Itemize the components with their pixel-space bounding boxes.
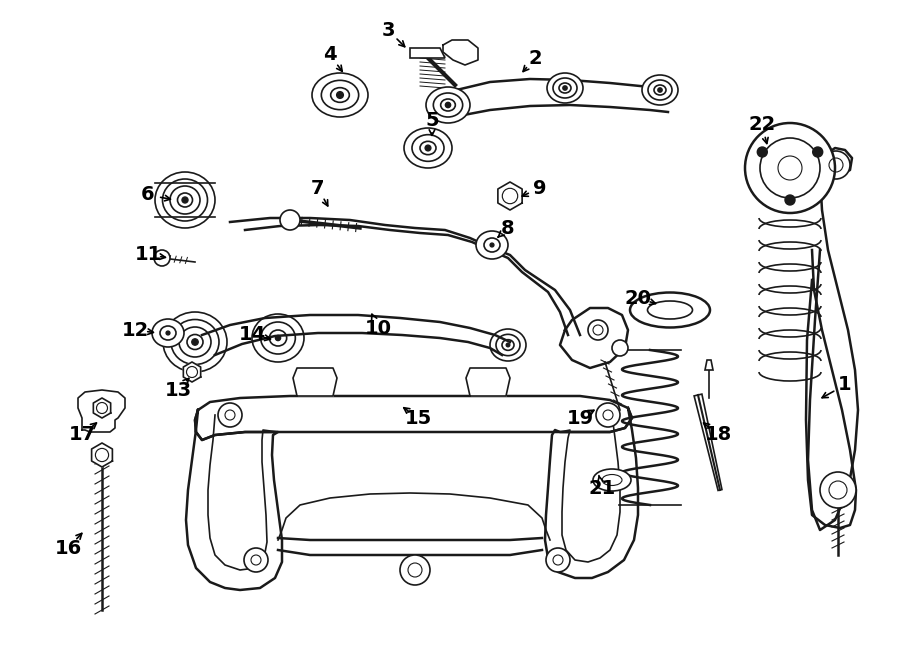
Text: 20: 20 bbox=[625, 288, 652, 307]
Text: 14: 14 bbox=[238, 325, 266, 344]
Polygon shape bbox=[184, 362, 201, 382]
Circle shape bbox=[337, 92, 344, 98]
Polygon shape bbox=[410, 48, 445, 58]
Polygon shape bbox=[448, 79, 668, 118]
Circle shape bbox=[813, 147, 823, 157]
Polygon shape bbox=[694, 394, 722, 490]
Polygon shape bbox=[560, 415, 620, 562]
Circle shape bbox=[588, 320, 608, 340]
Ellipse shape bbox=[602, 475, 622, 485]
Circle shape bbox=[822, 151, 850, 179]
Circle shape bbox=[785, 195, 795, 205]
Circle shape bbox=[186, 366, 197, 377]
Polygon shape bbox=[705, 360, 713, 370]
Text: 22: 22 bbox=[749, 116, 776, 134]
Ellipse shape bbox=[312, 73, 368, 117]
Text: 15: 15 bbox=[404, 408, 432, 428]
Circle shape bbox=[400, 555, 430, 585]
Text: 21: 21 bbox=[589, 479, 616, 498]
Polygon shape bbox=[806, 250, 856, 528]
Circle shape bbox=[218, 403, 242, 427]
Ellipse shape bbox=[404, 128, 452, 168]
Ellipse shape bbox=[152, 319, 184, 347]
Ellipse shape bbox=[476, 231, 508, 259]
Polygon shape bbox=[186, 410, 282, 590]
Text: 10: 10 bbox=[364, 319, 392, 338]
Text: 7: 7 bbox=[311, 178, 325, 198]
Text: 6: 6 bbox=[141, 186, 155, 204]
Ellipse shape bbox=[647, 301, 692, 319]
Circle shape bbox=[154, 250, 170, 266]
Circle shape bbox=[562, 86, 567, 90]
Circle shape bbox=[757, 147, 768, 157]
Circle shape bbox=[596, 403, 620, 427]
Polygon shape bbox=[545, 408, 638, 578]
Polygon shape bbox=[560, 308, 628, 368]
Circle shape bbox=[491, 243, 494, 247]
Polygon shape bbox=[466, 368, 510, 396]
Polygon shape bbox=[202, 315, 510, 355]
Text: 9: 9 bbox=[533, 178, 547, 198]
Polygon shape bbox=[230, 218, 580, 335]
Circle shape bbox=[658, 88, 662, 92]
Polygon shape bbox=[92, 443, 112, 467]
Circle shape bbox=[192, 339, 198, 345]
Text: 8: 8 bbox=[501, 219, 515, 237]
Ellipse shape bbox=[642, 75, 678, 105]
Circle shape bbox=[446, 102, 451, 108]
Circle shape bbox=[96, 403, 107, 414]
Polygon shape bbox=[94, 398, 111, 418]
Polygon shape bbox=[498, 182, 522, 210]
Circle shape bbox=[244, 548, 268, 572]
Polygon shape bbox=[78, 390, 125, 432]
Polygon shape bbox=[195, 396, 632, 440]
Circle shape bbox=[280, 210, 300, 230]
Polygon shape bbox=[293, 368, 337, 396]
Polygon shape bbox=[820, 148, 852, 175]
Ellipse shape bbox=[547, 73, 583, 103]
Circle shape bbox=[502, 188, 518, 204]
Text: 2: 2 bbox=[528, 48, 542, 67]
Circle shape bbox=[275, 335, 281, 340]
Polygon shape bbox=[443, 40, 478, 65]
Text: 18: 18 bbox=[705, 426, 732, 444]
Text: 16: 16 bbox=[54, 539, 82, 557]
Ellipse shape bbox=[593, 469, 631, 491]
Text: 13: 13 bbox=[165, 381, 192, 399]
Circle shape bbox=[612, 340, 628, 356]
Polygon shape bbox=[208, 415, 278, 570]
Circle shape bbox=[182, 197, 188, 203]
Text: 12: 12 bbox=[122, 321, 148, 340]
Circle shape bbox=[546, 548, 570, 572]
Ellipse shape bbox=[426, 87, 470, 123]
Circle shape bbox=[820, 472, 856, 508]
Text: 4: 4 bbox=[323, 46, 337, 65]
Ellipse shape bbox=[630, 293, 710, 327]
Text: 5: 5 bbox=[425, 110, 439, 130]
Circle shape bbox=[95, 448, 109, 461]
Circle shape bbox=[425, 145, 431, 151]
Circle shape bbox=[745, 123, 835, 213]
Text: 19: 19 bbox=[566, 408, 594, 428]
Text: 11: 11 bbox=[134, 245, 162, 264]
Text: 1: 1 bbox=[838, 375, 851, 395]
Text: 17: 17 bbox=[68, 426, 95, 444]
Circle shape bbox=[506, 343, 509, 347]
Text: 3: 3 bbox=[382, 20, 395, 40]
Circle shape bbox=[166, 331, 170, 335]
